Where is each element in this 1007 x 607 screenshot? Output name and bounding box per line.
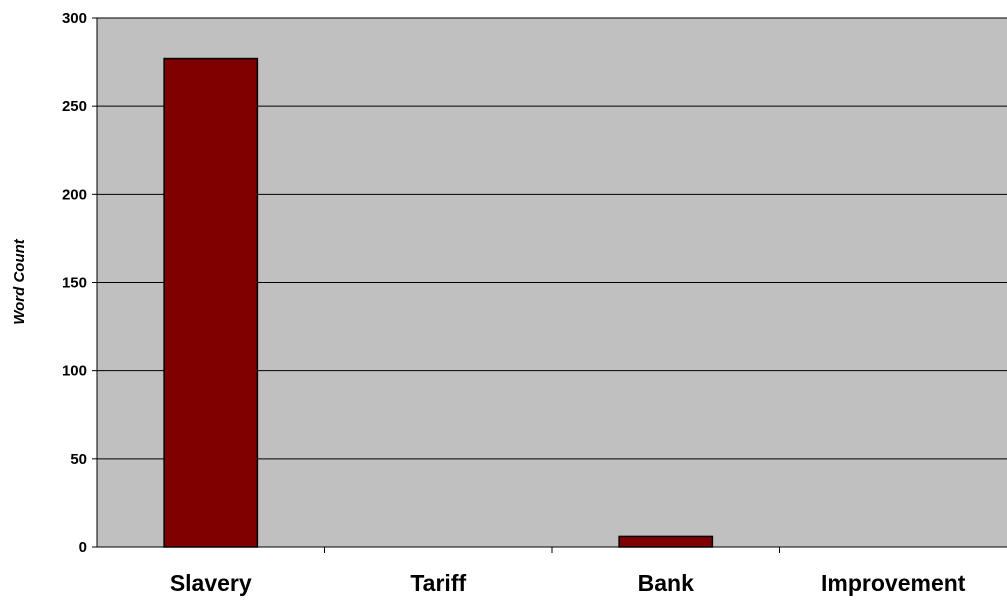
x-tick-label-tariff: Tariff	[410, 570, 466, 596]
y-tick-label: 200	[62, 186, 87, 203]
y-tick-label: 150	[62, 275, 87, 292]
bars	[163, 57, 714, 548]
y-tick-label: 50	[70, 451, 87, 468]
bar-bank	[618, 535, 714, 548]
axes	[92, 17, 1007, 553]
y-tick-labels: 0 50 100 150 200 250 300	[62, 10, 87, 556]
bar-slavery	[163, 57, 259, 548]
x-tick-labels: Slavery Tariff Bank Improvement	[170, 570, 966, 596]
y-axis-title: Word Count	[11, 238, 28, 325]
y-tick-label: 250	[62, 98, 87, 115]
y-tick-label: 300	[62, 10, 87, 27]
x-tick-label-slavery: Slavery	[170, 570, 252, 596]
x-tick-label-improvement: Improvement	[821, 570, 966, 596]
x-tick-label-bank: Bank	[638, 570, 694, 596]
y-tick-label: 0	[79, 539, 87, 556]
y-tick-label: 100	[62, 363, 87, 380]
